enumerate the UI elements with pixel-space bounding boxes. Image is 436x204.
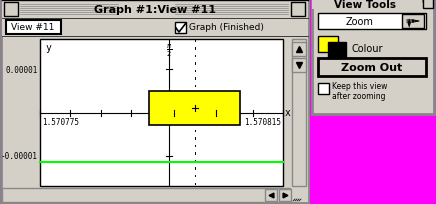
Bar — [312, 2, 434, 114]
Text: 1.570775: 1.570775 — [42, 118, 79, 127]
Text: $\frac{\pi}{2}$: $\frac{\pi}{2}$ — [166, 42, 173, 59]
Bar — [40, 40, 283, 186]
Text: Colour: Colour — [352, 44, 384, 54]
Bar — [318, 14, 426, 30]
Bar — [150, 91, 241, 126]
Bar — [291, 3, 305, 17]
Text: 1.570815: 1.570815 — [244, 118, 281, 127]
Bar — [2, 1, 308, 19]
Bar — [292, 40, 306, 186]
Text: View Tools: View Tools — [334, 0, 396, 10]
Text: y: y — [45, 43, 51, 53]
Bar — [402, 15, 424, 29]
Text: Zoom Out: Zoom Out — [341, 63, 402, 73]
Text: ◄►: ◄► — [407, 17, 413, 27]
Bar — [318, 59, 426, 77]
Text: after zooming: after zooming — [332, 92, 385, 101]
Bar — [6, 21, 61, 35]
Bar — [292, 59, 306, 73]
Bar — [318, 37, 338, 53]
Text: Zoom: Zoom — [346, 17, 374, 27]
Text: View #11: View #11 — [11, 23, 54, 32]
Bar — [423, 0, 433, 9]
Text: 0.00001: 0.00001 — [6, 65, 38, 74]
Text: Graph #1:View #11: Graph #1:View #11 — [94, 5, 216, 15]
Bar — [328, 43, 346, 59]
Bar — [292, 43, 306, 57]
Bar — [2, 19, 308, 37]
Bar — [279, 189, 291, 201]
Bar — [2, 188, 290, 202]
Bar — [318, 84, 329, 94]
Text: x: x — [285, 108, 291, 118]
Bar — [4, 3, 18, 17]
Text: Keep this view: Keep this view — [332, 82, 387, 91]
Text: -0.00001: -0.00001 — [1, 152, 38, 161]
Bar — [312, 0, 422, 10]
Text: Graph (Finished): Graph (Finished) — [189, 23, 264, 32]
Bar — [175, 23, 186, 34]
Bar — [265, 189, 277, 201]
